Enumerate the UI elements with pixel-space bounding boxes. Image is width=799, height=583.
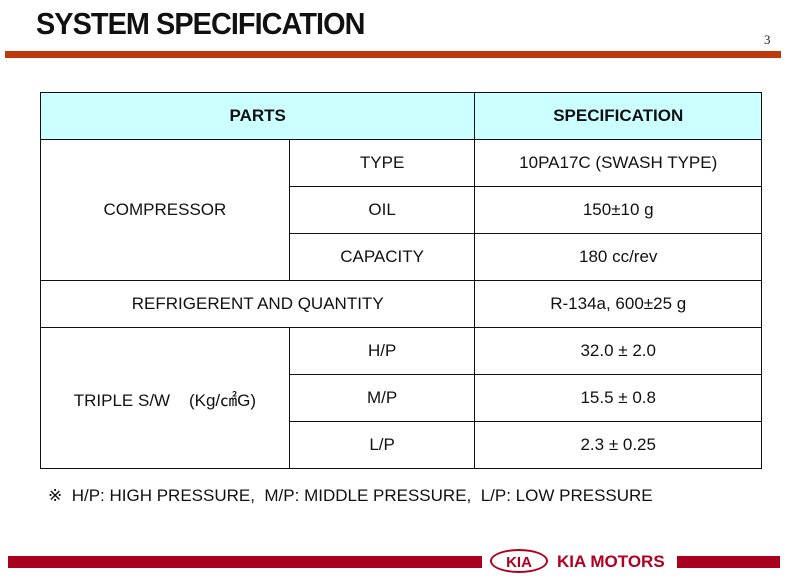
spec-value: 32.0 ± 2.0: [474, 327, 762, 375]
footnote: ※ H/P: HIGH PRESSURE, M/P: MIDDLE PRESSU…: [48, 486, 653, 505]
part-name: CAPACITY: [288, 233, 476, 281]
part-name: M/P: [288, 374, 476, 422]
spec-table: PARTS SPECIFICATION COMPRESSOR TYPE 10PA…: [39, 92, 762, 469]
table-header-row: PARTS SPECIFICATION: [39, 92, 762, 140]
spec-value: R-134a, 600±25 g: [474, 280, 762, 328]
spec-value: 150±10 g: [474, 186, 762, 234]
part-name: H/P: [288, 327, 476, 375]
header-specification: SPECIFICATION: [474, 92, 762, 140]
spec-value: 2.3 ± 0.25: [474, 421, 762, 469]
table-row: COMPRESSOR TYPE 10PA17C (SWASH TYPE): [40, 139, 762, 281]
spec-value: 10PA17C (SWASH TYPE): [474, 139, 762, 187]
refrigerant-label: REFRIGERENT AND QUANTITY: [39, 280, 476, 328]
title-rule: [5, 51, 781, 58]
part-name: OIL: [288, 186, 476, 234]
part-name: TYPE: [288, 139, 476, 187]
footer-bar-right: [677, 556, 780, 568]
header-parts: PARTS: [39, 92, 476, 140]
page-number: 3: [764, 32, 771, 47]
kia-emblem-logo: KIA: [490, 549, 548, 573]
spec-value: 180 cc/rev: [474, 233, 762, 281]
compressor-label: COMPRESSOR: [40, 139, 290, 281]
table-row: OIL 150±10 g: [41, 186, 762, 234]
kia-motors-logo-text: KIA MOTORS: [557, 552, 665, 571]
table-row: L/P 2.3 ± 0.25: [41, 421, 762, 469]
page-title: SYSTEM SPECIFICATION: [36, 6, 365, 41]
footer-bar-left: [8, 556, 482, 568]
table-row: CAPACITY 180 cc/rev: [41, 233, 762, 281]
table-row: TRIPLE S/W (Kg/㎠G) H/P 32.0 ± 2.0: [40, 327, 762, 469]
spec-value: 15.5 ± 0.8: [474, 374, 762, 422]
part-name: L/P: [288, 421, 476, 469]
table-row: M/P 15.5 ± 0.8: [41, 374, 762, 422]
triple-switch-label: TRIPLE S/W (Kg/㎠G): [40, 327, 290, 469]
table-row: REFRIGERENT AND QUANTITY R-134a, 600±25 …: [39, 280, 762, 328]
